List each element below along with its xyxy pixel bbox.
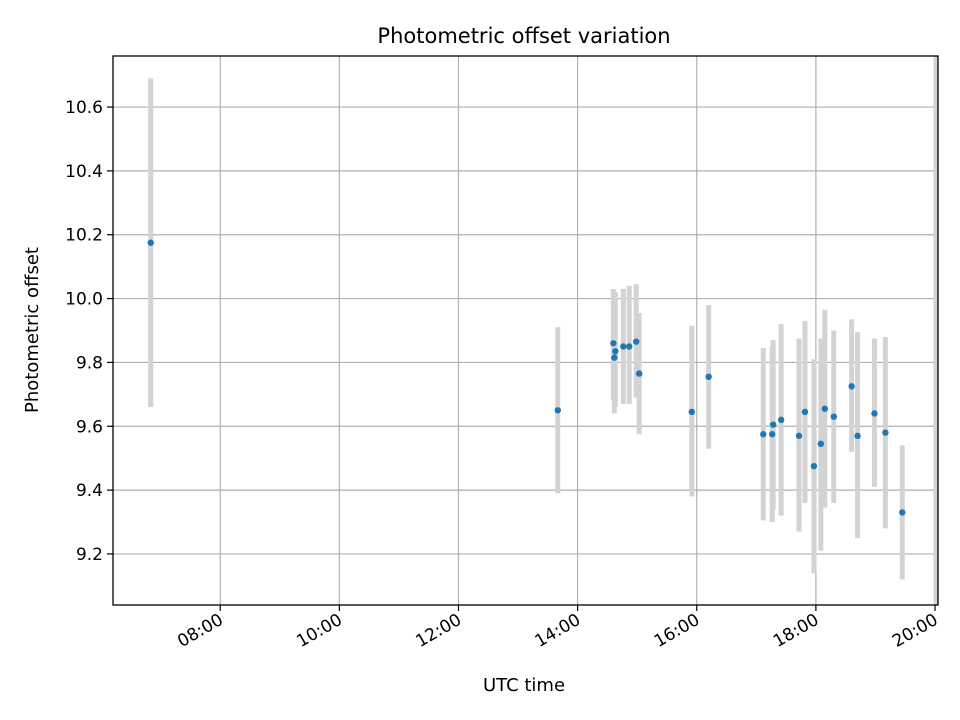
data-point (635, 370, 643, 377)
data-point (830, 413, 837, 420)
data-point (854, 432, 861, 440)
y-tick-label: 9.6 (76, 417, 103, 437)
data-point (620, 343, 627, 350)
y-tick-label: 10.2 (65, 226, 103, 246)
chart-title: Photometric offset variation (377, 24, 670, 48)
data-point (554, 407, 561, 414)
data-points (147, 239, 906, 516)
y-axis-title: Photometric offset (22, 247, 43, 413)
y-axis: 9.2 9.4 9.6 9.8 10.0 10.2 10.4 10.6 (65, 98, 113, 565)
data-point (795, 432, 803, 440)
data-point (769, 431, 776, 438)
data-point (688, 408, 695, 416)
y-tick-label: 9.4 (76, 481, 103, 501)
data-point (882, 429, 889, 436)
plot-frame (112, 55, 939, 606)
data-point (760, 431, 767, 438)
y-tick-label: 9.2 (76, 545, 103, 565)
y-tick-label: 9.8 (76, 353, 103, 373)
data-point (610, 340, 617, 347)
data-point (801, 408, 809, 416)
data-point (817, 440, 825, 448)
data-point (810, 462, 818, 470)
data-point (848, 383, 855, 390)
y-tick-label: 10.6 (65, 98, 103, 118)
data-point (871, 410, 878, 417)
y-tick-label: 10.4 (65, 162, 103, 182)
data-point (821, 405, 829, 412)
data-point (632, 338, 640, 345)
data-point (612, 348, 619, 355)
data-point (899, 509, 906, 516)
data-point (626, 343, 633, 350)
data-point (611, 354, 618, 361)
y-tick-label: 10.0 (65, 290, 103, 310)
data-point (147, 239, 154, 246)
x-axis-title: UTC time (483, 675, 565, 696)
data-point (705, 373, 712, 380)
data-point (769, 421, 777, 428)
data-point (777, 416, 785, 424)
